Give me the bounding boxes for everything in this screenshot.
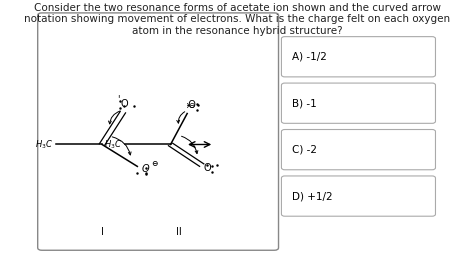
Text: $H_3C$: $H_3C$	[104, 138, 122, 151]
Text: I: I	[100, 227, 103, 237]
FancyBboxPatch shape	[38, 13, 279, 250]
FancyArrowPatch shape	[109, 111, 120, 124]
FancyArrowPatch shape	[112, 137, 131, 155]
Text: C) -2: C) -2	[292, 145, 317, 155]
Text: ': '	[118, 94, 120, 104]
Text: II: II	[176, 227, 182, 237]
Text: O: O	[120, 99, 128, 109]
Text: $\mathbf{\ominus}$: $\mathbf{\ominus}$	[151, 159, 159, 168]
FancyArrowPatch shape	[182, 136, 198, 154]
Text: A) -1/2: A) -1/2	[292, 52, 327, 62]
Text: $\ominus$: $\ominus$	[189, 101, 196, 110]
FancyBboxPatch shape	[282, 130, 436, 170]
Text: $H_3C$: $H_3C$	[36, 138, 54, 151]
Text: Consider the two resonance forms of acetate ion shown and the curved arrow
notat: Consider the two resonance forms of acet…	[24, 3, 450, 36]
FancyArrowPatch shape	[177, 112, 185, 123]
Text: :O: :O	[186, 100, 197, 110]
FancyBboxPatch shape	[282, 83, 436, 123]
Text: B) -1: B) -1	[292, 98, 317, 108]
Text: $O$: $O$	[141, 162, 150, 174]
Text: O: O	[204, 163, 211, 173]
FancyBboxPatch shape	[282, 37, 436, 77]
Text: D) +1/2: D) +1/2	[292, 191, 333, 201]
FancyBboxPatch shape	[282, 176, 436, 216]
